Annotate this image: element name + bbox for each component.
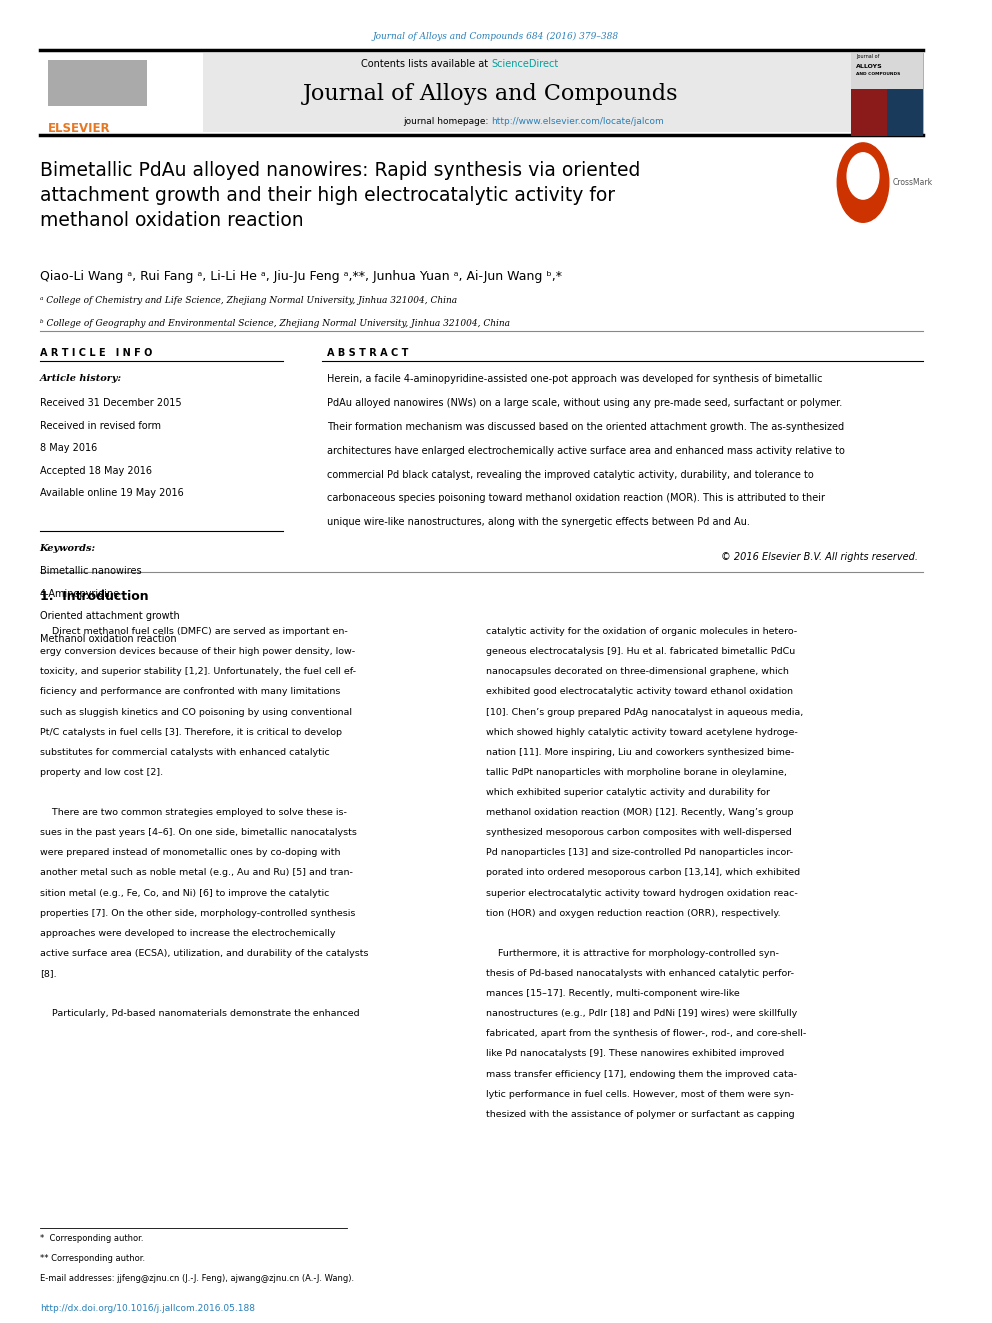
Text: Pt/C catalysts in fuel cells [3]. Therefore, it is critical to develop: Pt/C catalysts in fuel cells [3]. Theref…	[40, 728, 341, 737]
Text: Journal of Alloys and Compounds: Journal of Alloys and Compounds	[304, 83, 679, 105]
FancyBboxPatch shape	[40, 53, 918, 132]
Text: mances [15–17]. Recently, multi-component wire-like: mances [15–17]. Recently, multi-componen…	[486, 990, 740, 998]
Text: Journal of: Journal of	[856, 54, 880, 60]
Text: Contents lists available at: Contents lists available at	[361, 58, 491, 69]
Text: Furthermore, it is attractive for morphology-controlled syn-: Furthermore, it is attractive for morpho…	[486, 949, 779, 958]
Text: Received 31 December 2015: Received 31 December 2015	[40, 398, 182, 409]
Text: catalytic activity for the oxidation of organic molecules in hetero-: catalytic activity for the oxidation of …	[486, 627, 798, 636]
FancyBboxPatch shape	[887, 89, 923, 136]
Text: approaches were developed to increase the electrochemically: approaches were developed to increase th…	[40, 929, 335, 938]
Text: Article history:: Article history:	[40, 374, 122, 384]
Text: mass transfer efficiency [17], endowing them the improved cata-: mass transfer efficiency [17], endowing …	[486, 1069, 798, 1078]
Text: ᵃ College of Chemistry and Life Science, Zhejiang Normal University, Jinhua 3210: ᵃ College of Chemistry and Life Science,…	[40, 296, 456, 306]
Text: 4-Aminopyridine: 4-Aminopyridine	[40, 589, 120, 599]
Text: ergy conversion devices because of their high power density, low-: ergy conversion devices because of their…	[40, 647, 355, 656]
Text: journal homepage:: journal homepage:	[403, 118, 491, 126]
Text: tion (HOR) and oxygen reduction reaction (ORR), respectively.: tion (HOR) and oxygen reduction reaction…	[486, 909, 781, 918]
FancyBboxPatch shape	[851, 53, 923, 136]
Text: Received in revised form: Received in revised form	[40, 421, 161, 431]
Text: properties [7]. On the other side, morphology-controlled synthesis: properties [7]. On the other side, morph…	[40, 909, 355, 918]
Text: which showed highly catalytic activity toward acetylene hydroge-: which showed highly catalytic activity t…	[486, 728, 798, 737]
Text: which exhibited superior catalytic activity and durability for: which exhibited superior catalytic activ…	[486, 789, 770, 796]
Text: unique wire-like nanostructures, along with the synergetic effects between Pd an: unique wire-like nanostructures, along w…	[327, 517, 750, 528]
Text: architectures have enlarged electrochemically active surface area and enhanced m: architectures have enlarged electrochemi…	[327, 446, 845, 456]
Text: *  Corresponding author.: * Corresponding author.	[40, 1234, 143, 1244]
Text: A B S T R A C T: A B S T R A C T	[327, 348, 409, 359]
Text: © 2016 Elsevier B.V. All rights reserved.: © 2016 Elsevier B.V. All rights reserved…	[720, 552, 918, 562]
Text: were prepared instead of monometallic ones by co-doping with: were prepared instead of monometallic on…	[40, 848, 340, 857]
Text: exhibited good electrocatalytic activity toward ethanol oxidation: exhibited good electrocatalytic activity…	[486, 688, 793, 696]
Text: Bimetallic PdAu alloyed nanowires: Rapid synthesis via oriented
attachment growt: Bimetallic PdAu alloyed nanowires: Rapid…	[40, 161, 640, 230]
Text: nanocapsules decorated on three-dimensional graphene, which: nanocapsules decorated on three-dimensio…	[486, 667, 789, 676]
Text: synthesized mesoporous carbon composites with well-dispersed: synthesized mesoporous carbon composites…	[486, 828, 792, 837]
Text: A R T I C L E   I N F O: A R T I C L E I N F O	[40, 348, 152, 359]
Text: ᵇ College of Geography and Environmental Science, Zhejiang Normal University, Ji: ᵇ College of Geography and Environmental…	[40, 319, 510, 328]
Text: Herein, a facile 4-aminopyridine-assisted one-pot approach was developed for syn: Herein, a facile 4-aminopyridine-assiste…	[327, 374, 822, 385]
Text: There are two common strategies employed to solve these is-: There are two common strategies employed…	[40, 808, 346, 818]
Text: Journal of Alloys and Compounds 684 (2016) 379–388: Journal of Alloys and Compounds 684 (201…	[373, 32, 619, 41]
Text: Oriented attachment growth: Oriented attachment growth	[40, 611, 180, 622]
Text: CrossMark: CrossMark	[893, 179, 932, 187]
Text: fabricated, apart from the synthesis of flower-, rod-, and core-shell-: fabricated, apart from the synthesis of …	[486, 1029, 806, 1039]
Text: Their formation mechanism was discussed based on the oriented attachment growth.: Their formation mechanism was discussed …	[327, 422, 844, 433]
Text: property and low cost [2].: property and low cost [2].	[40, 767, 163, 777]
Text: ELSEVIER: ELSEVIER	[48, 122, 110, 135]
Text: lytic performance in fuel cells. However, most of them were syn-: lytic performance in fuel cells. However…	[486, 1090, 794, 1098]
Text: 8 May 2016: 8 May 2016	[40, 443, 97, 454]
Text: [8].: [8].	[40, 968, 57, 978]
Text: Bimetallic nanowires: Bimetallic nanowires	[40, 566, 141, 577]
Text: thesis of Pd-based nanocatalysts with enhanced catalytic perfor-: thesis of Pd-based nanocatalysts with en…	[486, 968, 794, 978]
Text: commercial Pd black catalyst, revealing the improved catalytic activity, durabil: commercial Pd black catalyst, revealing …	[327, 470, 814, 480]
Text: sues in the past years [4–6]. On one side, bimetallic nanocatalysts: sues in the past years [4–6]. On one sid…	[40, 828, 356, 837]
Text: ALLOYS: ALLOYS	[856, 64, 883, 69]
Text: sition metal (e.g., Fe, Co, and Ni) [6] to improve the catalytic: sition metal (e.g., Fe, Co, and Ni) [6] …	[40, 889, 329, 897]
Text: AND COMPOUNDS: AND COMPOUNDS	[856, 71, 901, 77]
Text: thesized with the assistance of polymer or surfactant as capping: thesized with the assistance of polymer …	[486, 1110, 795, 1119]
Text: superior electrocatalytic activity toward hydrogen oxidation reac-: superior electrocatalytic activity towar…	[486, 889, 798, 897]
Text: geneous electrocatalysis [9]. Hu et al. fabricated bimetallic PdCu: geneous electrocatalysis [9]. Hu et al. …	[486, 647, 796, 656]
Text: toxicity, and superior stability [1,2]. Unfortunately, the fuel cell ef-: toxicity, and superior stability [1,2]. …	[40, 667, 356, 676]
Text: another metal such as noble metal (e.g., Au and Ru) [5] and tran-: another metal such as noble metal (e.g.,…	[40, 868, 352, 877]
Text: ScienceDirect: ScienceDirect	[491, 58, 558, 69]
FancyBboxPatch shape	[40, 53, 203, 132]
Text: ficiency and performance are confronted with many limitations: ficiency and performance are confronted …	[40, 688, 340, 696]
Text: Particularly, Pd-based nanomaterials demonstrate the enhanced: Particularly, Pd-based nanomaterials dem…	[40, 1009, 359, 1019]
Ellipse shape	[837, 143, 889, 222]
Text: nanostructures (e.g., PdIr [18] and PdNi [19] wires) were skillfully: nanostructures (e.g., PdIr [18] and PdNi…	[486, 1009, 798, 1019]
Text: Pd nanoparticles [13] and size-controlled Pd nanoparticles incor-: Pd nanoparticles [13] and size-controlle…	[486, 848, 793, 857]
FancyBboxPatch shape	[851, 53, 923, 89]
Text: ** Corresponding author.: ** Corresponding author.	[40, 1254, 145, 1263]
Text: http://dx.doi.org/10.1016/j.jallcom.2016.05.188: http://dx.doi.org/10.1016/j.jallcom.2016…	[40, 1304, 255, 1314]
Text: Direct methanol fuel cells (DMFC) are served as important en-: Direct methanol fuel cells (DMFC) are se…	[40, 627, 347, 636]
Text: Accepted 18 May 2016: Accepted 18 May 2016	[40, 466, 152, 476]
FancyBboxPatch shape	[48, 60, 147, 106]
Text: Methanol oxidation reaction: Methanol oxidation reaction	[40, 634, 177, 644]
Text: substitutes for commercial catalysts with enhanced catalytic: substitutes for commercial catalysts wit…	[40, 747, 329, 757]
Text: Available online 19 May 2016: Available online 19 May 2016	[40, 488, 184, 499]
Text: carbonaceous species poisoning toward methanol oxidation reaction (MOR). This is: carbonaceous species poisoning toward me…	[327, 493, 825, 504]
Ellipse shape	[847, 153, 879, 198]
Text: porated into ordered mesoporous carbon [13,14], which exhibited: porated into ordered mesoporous carbon […	[486, 868, 801, 877]
Text: E-mail addresses: jjfeng@zjnu.cn (J.-J. Feng), ajwang@zjnu.cn (A.-J. Wang).: E-mail addresses: jjfeng@zjnu.cn (J.-J. …	[40, 1274, 354, 1283]
Text: PdAu alloyed nanowires (NWs) on a large scale, without using any pre-made seed, : PdAu alloyed nanowires (NWs) on a large …	[327, 398, 842, 409]
Text: like Pd nanocatalysts [9]. These nanowires exhibited improved: like Pd nanocatalysts [9]. These nanowir…	[486, 1049, 785, 1058]
Text: [10]. Chen’s group prepared PdAg nanocatalyst in aqueous media,: [10]. Chen’s group prepared PdAg nanocat…	[486, 708, 804, 717]
Text: methanol oxidation reaction (MOR) [12]. Recently, Wang’s group: methanol oxidation reaction (MOR) [12]. …	[486, 808, 794, 818]
Text: such as sluggish kinetics and CO poisoning by using conventional: such as sluggish kinetics and CO poisoni…	[40, 708, 352, 717]
Text: tallic PdPt nanoparticles with morpholine borane in oleylamine,: tallic PdPt nanoparticles with morpholin…	[486, 767, 787, 777]
Text: 1.  Introduction: 1. Introduction	[40, 590, 149, 603]
Text: active surface area (ECSA), utilization, and durability of the catalysts: active surface area (ECSA), utilization,…	[40, 949, 368, 958]
Text: Qiao-Li Wang ᵃ, Rui Fang ᵃ, Li-Li He ᵃ, Jiu-Ju Feng ᵃ,**, Junhua Yuan ᵃ, Ai-Jun : Qiao-Li Wang ᵃ, Rui Fang ᵃ, Li-Li He ᵃ, …	[40, 270, 561, 283]
Text: nation [11]. More inspiring, Liu and coworkers synthesized bime-: nation [11]. More inspiring, Liu and cow…	[486, 747, 795, 757]
Text: http://www.elsevier.com/locate/jalcom: http://www.elsevier.com/locate/jalcom	[491, 118, 664, 126]
Text: Keywords:: Keywords:	[40, 544, 96, 553]
FancyBboxPatch shape	[851, 89, 887, 136]
